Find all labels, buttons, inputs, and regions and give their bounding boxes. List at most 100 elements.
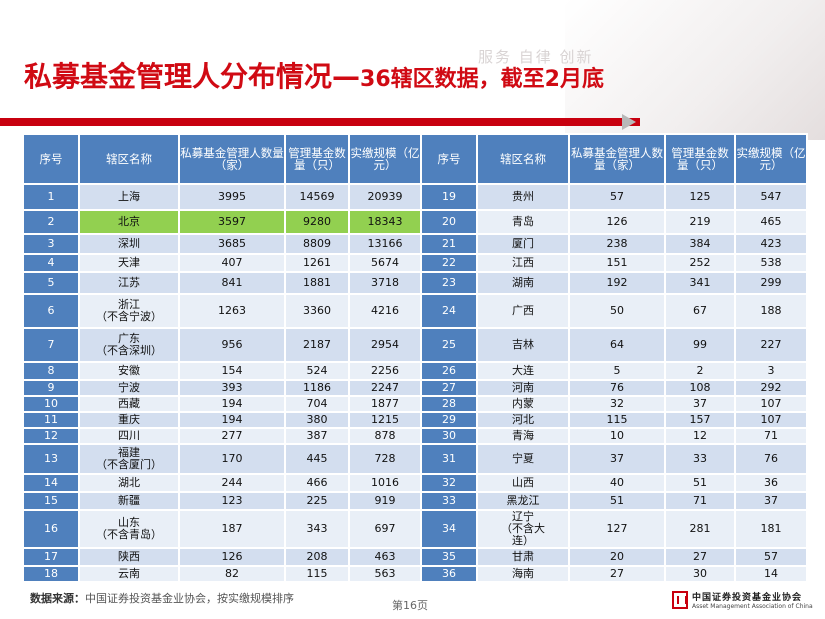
data-source: 数据来源：中国证券投资基金业协会，按实缴规模排序 bbox=[30, 590, 294, 606]
table-row: 4 天津 407 1261 5674 22 江西 151 252 538 bbox=[22, 253, 808, 273]
funds-count: 9280 bbox=[284, 209, 350, 235]
managers-count: 154 bbox=[178, 361, 286, 381]
region-name: 吉林 bbox=[476, 327, 570, 363]
logo-cn: 中国证券投资基金业协会 bbox=[692, 593, 803, 603]
row-no: 13 bbox=[22, 443, 80, 475]
funds-count: 219 bbox=[664, 209, 736, 235]
paid-in-scale: 2954 bbox=[348, 327, 422, 363]
paid-in-scale: 4216 bbox=[348, 293, 422, 329]
managers-count: 50 bbox=[568, 293, 666, 329]
header-no-right: 序号 bbox=[420, 133, 478, 185]
paid-in-scale: 3 bbox=[734, 361, 808, 381]
region-name: 天津 bbox=[78, 253, 180, 273]
funds-count: 2 bbox=[664, 361, 736, 381]
table-row: 1 上海 3995 14569 20939 19 贵州 57 125 547 bbox=[22, 183, 808, 211]
region-name: 宁波 bbox=[78, 379, 180, 397]
row-no: 20 bbox=[420, 209, 478, 235]
funds-count: 252 bbox=[664, 253, 736, 273]
paid-in-scale: 878 bbox=[348, 427, 422, 445]
region-name: 甘肃 bbox=[476, 547, 570, 567]
page-title: 私募基金管理人分布情况—36辖区数据，截至2月底 bbox=[24, 60, 784, 98]
table-row: 5 江苏 841 1881 3718 23 湖南 192 341 299 bbox=[22, 271, 808, 295]
region-name: 宁夏 bbox=[476, 443, 570, 475]
funds-count: 343 bbox=[284, 509, 350, 549]
region-name: 黑龙江 bbox=[476, 491, 570, 511]
managers-count: 1263 bbox=[178, 293, 286, 329]
table-row: 2 北京 3597 9280 18343 20 青岛 126 219 465 bbox=[22, 209, 808, 235]
table-row: 13 福建 （不含厦门） 170 445 728 31 宁夏 37 33 76 bbox=[22, 443, 808, 475]
region-name: 四川 bbox=[78, 427, 180, 445]
managers-count: 170 bbox=[178, 443, 286, 475]
managers-count: 407 bbox=[178, 253, 286, 273]
funds-count: 384 bbox=[664, 233, 736, 255]
table-row: 3 深圳 3685 8809 13166 21 厦门 238 384 423 bbox=[22, 233, 808, 255]
row-no: 17 bbox=[22, 547, 80, 567]
row-no: 19 bbox=[420, 183, 478, 211]
paid-in-scale: 57 bbox=[734, 547, 808, 567]
row-no: 22 bbox=[420, 253, 478, 273]
funds-count: 2187 bbox=[284, 327, 350, 363]
managers-count: 126 bbox=[568, 209, 666, 235]
distribution-table: 序号 辖区名称 私募基金管理人数量（家） 管理基金数量（只） 实缴规模（亿元） … bbox=[22, 133, 808, 583]
funds-count: 12 bbox=[664, 427, 736, 445]
funds-count: 1186 bbox=[284, 379, 350, 397]
funds-count: 208 bbox=[284, 547, 350, 567]
paid-in-scale: 107 bbox=[734, 411, 808, 429]
managers-count: 127 bbox=[568, 509, 666, 549]
row-no: 18 bbox=[22, 565, 80, 583]
funds-count: 8809 bbox=[284, 233, 350, 255]
row-no: 34 bbox=[420, 509, 478, 549]
header-scale-left: 实缴规模（亿元） bbox=[348, 133, 422, 185]
managers-count: 277 bbox=[178, 427, 286, 445]
row-no: 4 bbox=[22, 253, 80, 273]
paid-in-scale: 919 bbox=[348, 491, 422, 511]
managers-count: 27 bbox=[568, 565, 666, 583]
header-funds-right: 管理基金数量（只） bbox=[664, 133, 736, 185]
paid-in-scale: 20939 bbox=[348, 183, 422, 211]
managers-count: 192 bbox=[568, 271, 666, 295]
paid-in-scale: 18343 bbox=[348, 209, 422, 235]
region-name: 浙江 （不含宁波） bbox=[78, 293, 180, 329]
header-funds-left: 管理基金数量（只） bbox=[284, 133, 350, 185]
region-name: 西藏 bbox=[78, 395, 180, 413]
row-no: 6 bbox=[22, 293, 80, 329]
managers-count: 32 bbox=[568, 395, 666, 413]
paid-in-scale: 2256 bbox=[348, 361, 422, 381]
region-name: 河北 bbox=[476, 411, 570, 429]
funds-count: 115 bbox=[284, 565, 350, 583]
managers-count: 40 bbox=[568, 473, 666, 493]
table-row: 8 安徽 154 524 2256 26 大连 5 2 3 bbox=[22, 361, 808, 381]
row-no: 24 bbox=[420, 293, 478, 329]
region-name: 湖北 bbox=[78, 473, 180, 493]
paid-in-scale: 728 bbox=[348, 443, 422, 475]
region-name: 上海 bbox=[78, 183, 180, 211]
region-name: 云南 bbox=[78, 565, 180, 583]
region-name: 河南 bbox=[476, 379, 570, 397]
paid-in-scale: 227 bbox=[734, 327, 808, 363]
funds-count: 67 bbox=[664, 293, 736, 329]
funds-count: 99 bbox=[664, 327, 736, 363]
region-name: 厦门 bbox=[476, 233, 570, 255]
managers-count: 187 bbox=[178, 509, 286, 549]
region-name: 新疆 bbox=[78, 491, 180, 511]
header-region-right: 辖区名称 bbox=[476, 133, 570, 185]
table-row: 15 新疆 123 225 919 33 黑龙江 51 71 37 bbox=[22, 491, 808, 511]
funds-count: 51 bbox=[664, 473, 736, 493]
table-row: 7 广东 （不含深圳） 956 2187 2954 25 吉林 64 99 227 bbox=[22, 327, 808, 363]
paid-in-scale: 76 bbox=[734, 443, 808, 475]
managers-count: 20 bbox=[568, 547, 666, 567]
row-no: 11 bbox=[22, 411, 80, 429]
region-name: 安徽 bbox=[78, 361, 180, 381]
paid-in-scale: 36 bbox=[734, 473, 808, 493]
paid-in-scale: 14 bbox=[734, 565, 808, 583]
background-fade bbox=[565, 0, 825, 140]
region-name: 青海 bbox=[476, 427, 570, 445]
row-no: 36 bbox=[420, 565, 478, 583]
managers-count: 3597 bbox=[178, 209, 286, 235]
row-no: 2 bbox=[22, 209, 80, 235]
row-no: 28 bbox=[420, 395, 478, 413]
row-no: 5 bbox=[22, 271, 80, 295]
rule-arrow-icon bbox=[622, 114, 636, 130]
region-name: 江苏 bbox=[78, 271, 180, 295]
table-body: 1 上海 3995 14569 20939 19 贵州 57 125 547 2 北京 3597 9280… bbox=[22, 183, 808, 583]
